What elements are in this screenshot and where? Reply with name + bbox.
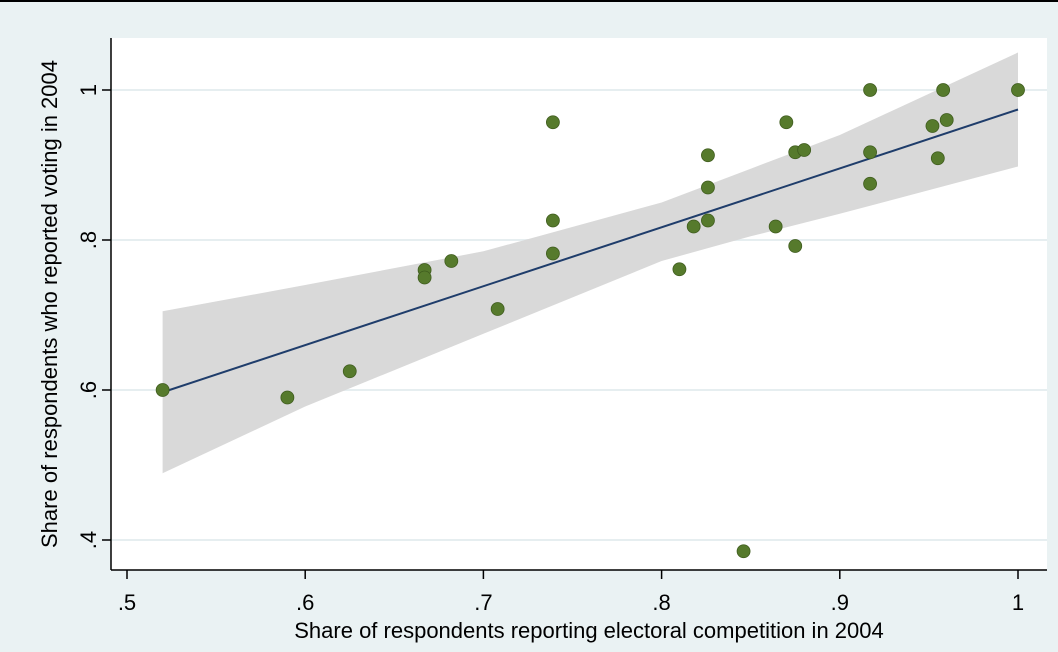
y-axis: .4 .6 .8 1 xyxy=(76,38,112,570)
x-axis: .5 .6 .7 .8 .9 1 xyxy=(111,569,1047,615)
fit-line xyxy=(162,108,1019,394)
data-point xyxy=(930,151,945,166)
data-point xyxy=(701,213,715,228)
x-tick-label: .7 xyxy=(474,590,492,615)
data-point xyxy=(490,302,505,316)
x-axis-title: Share of respondents reporting electoral… xyxy=(294,618,883,643)
data-point xyxy=(701,180,715,195)
y-axis-title: Share of respondents who reported voting… xyxy=(37,60,62,548)
data-point xyxy=(701,148,715,163)
x-tick-label: .9 xyxy=(831,590,849,615)
data-point xyxy=(155,383,170,397)
data-point xyxy=(686,219,701,234)
x-tick-label: .6 xyxy=(296,590,314,615)
data-point xyxy=(779,115,794,130)
data-point xyxy=(863,145,877,160)
data-point xyxy=(939,113,954,127)
data-point xyxy=(545,115,560,130)
data-point xyxy=(736,544,751,559)
data-point xyxy=(768,219,783,234)
y-tick-label: 1 xyxy=(76,84,101,96)
x-tick-label: .8 xyxy=(652,590,670,615)
data-point xyxy=(417,270,432,285)
data-point xyxy=(342,364,357,379)
data-point xyxy=(444,254,459,268)
x-tick-label: 1 xyxy=(1012,590,1024,615)
data-point xyxy=(672,262,687,277)
data-point xyxy=(545,246,560,261)
y-tick-label: .8 xyxy=(76,231,101,249)
data-point xyxy=(863,83,877,97)
data-point xyxy=(1011,83,1025,97)
data-point xyxy=(863,176,877,191)
confidence-band xyxy=(162,52,1019,474)
data-points xyxy=(155,83,1025,559)
data-point xyxy=(797,143,812,157)
data-point xyxy=(936,83,951,97)
y-tick-label: .6 xyxy=(76,381,101,399)
data-point xyxy=(788,239,803,253)
data-point xyxy=(545,213,560,228)
data-point xyxy=(280,390,295,405)
data-point xyxy=(925,119,940,133)
x-tick-label: .5 xyxy=(118,590,136,615)
y-tick-label: .4 xyxy=(76,531,101,549)
